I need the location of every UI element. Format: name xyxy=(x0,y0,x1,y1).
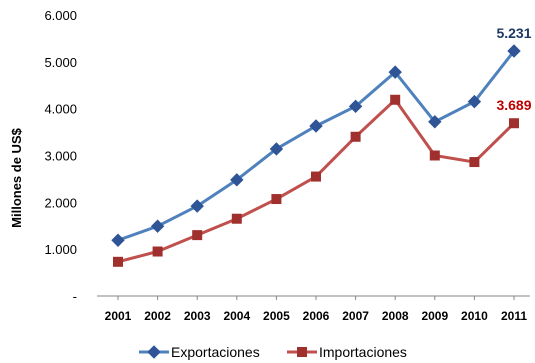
data-point xyxy=(469,157,480,168)
y-tick-label: - xyxy=(73,289,77,304)
legend-item-importaciones: Importaciones xyxy=(287,344,407,360)
series-importaciones xyxy=(113,94,519,267)
legend-label: Importaciones xyxy=(319,344,407,360)
y-tick-label: 4.000 xyxy=(44,102,77,117)
data-point xyxy=(309,119,323,133)
series-exportaciones xyxy=(111,44,521,247)
data-point xyxy=(192,230,203,241)
legend-label: Exportaciones xyxy=(171,344,260,360)
x-tick-label: 2006 xyxy=(303,309,330,323)
y-axis-title: Millones de US$ xyxy=(9,127,24,227)
y-tick-label: 2.000 xyxy=(44,195,77,210)
data-point xyxy=(429,150,440,161)
x-tick-label: 2002 xyxy=(144,309,171,323)
x-tick-label: 2005 xyxy=(263,309,290,323)
x-tick-label: 2008 xyxy=(382,309,409,323)
data-point xyxy=(230,173,244,187)
data-point xyxy=(271,194,282,205)
y-tick-label: 5.000 xyxy=(44,55,77,70)
data-point xyxy=(269,142,284,156)
data-point xyxy=(390,94,401,105)
data-point xyxy=(152,246,163,257)
data-labels: 5.231 3.689 xyxy=(496,25,531,113)
x-tick-label: 2007 xyxy=(342,309,369,323)
x-tick-label: 2010 xyxy=(461,309,488,323)
y-tick-label: 1.000 xyxy=(44,242,77,257)
series-layer xyxy=(111,44,521,267)
y-axis: - 1.000 2.000 3.000 4.000 5.000 6.000 xyxy=(44,8,77,304)
legend-marker xyxy=(147,345,161,359)
data-point xyxy=(190,199,204,213)
data-point xyxy=(111,233,125,247)
data-point xyxy=(113,256,123,267)
data-point xyxy=(507,44,521,58)
data-label: 5.231 xyxy=(496,25,531,41)
data-point xyxy=(428,115,442,129)
x-tick-label: 2011 xyxy=(501,309,527,323)
data-label: 3.689 xyxy=(496,97,531,113)
series-line xyxy=(117,50,516,242)
data-point xyxy=(348,99,363,114)
data-point xyxy=(350,131,361,142)
data-point xyxy=(388,65,402,79)
data-point xyxy=(509,118,519,129)
x-axis: 2001 2002 2003 2004 2005 2006 2007 2008 2009 2010… xyxy=(97,295,530,323)
y-tick-label: 6.000 xyxy=(44,8,77,23)
data-point xyxy=(150,219,165,233)
x-tick-label: 2003 xyxy=(184,309,211,323)
legend-marker xyxy=(297,347,307,357)
data-point xyxy=(231,213,242,224)
x-tick-label: 2009 xyxy=(421,309,448,323)
legend-item-exportaciones: Exportaciones xyxy=(139,344,260,360)
data-point xyxy=(467,94,482,109)
x-tick-label: 2004 xyxy=(223,309,250,323)
x-tick-label: 2001 xyxy=(105,309,132,323)
y-tick-label: 3.000 xyxy=(44,149,77,164)
legend: Exportaciones Importaciones xyxy=(139,344,407,360)
data-point xyxy=(311,171,321,182)
